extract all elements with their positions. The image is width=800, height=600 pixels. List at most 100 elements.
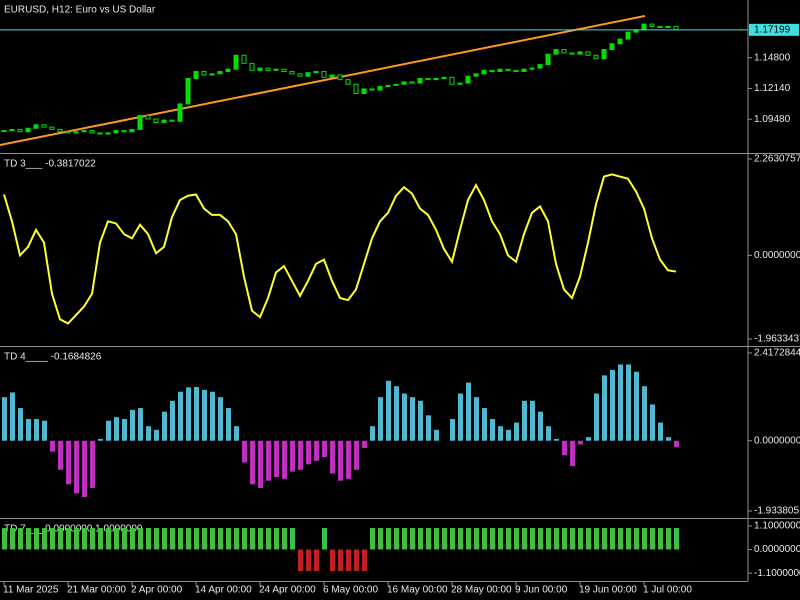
trend-line <box>0 14 646 147</box>
histogram-bar <box>346 440 351 479</box>
histogram-bar <box>242 440 247 463</box>
histogram-bar <box>658 422 663 441</box>
histogram-bar <box>354 549 359 571</box>
candle-body <box>569 52 575 55</box>
x-tick-label: 14 Apr 00:00 <box>195 585 252 596</box>
histogram-bar <box>106 420 111 441</box>
candle-body <box>81 130 87 133</box>
histogram-bar <box>338 549 343 571</box>
pane-title: TD 4____ -0.1684826 <box>4 352 102 363</box>
histogram-bar <box>218 397 223 441</box>
histogram-bar <box>210 391 215 441</box>
histogram-bar <box>426 415 431 441</box>
histogram-bar <box>18 408 23 441</box>
histogram-bar <box>18 528 23 550</box>
candle-body <box>73 131 79 134</box>
y-tick-label: 2.2630757 <box>754 154 800 165</box>
histogram-bar <box>122 418 127 441</box>
histogram-bar <box>34 418 39 441</box>
candle-body <box>113 130 119 134</box>
histogram-bar <box>306 549 311 571</box>
histogram-bar <box>378 528 383 550</box>
histogram-bar <box>314 440 319 461</box>
histogram-bar <box>514 528 519 550</box>
histogram-bar <box>354 440 359 470</box>
histogram-bar <box>2 397 7 441</box>
candle-body <box>193 71 199 79</box>
histogram-bar <box>594 393 599 441</box>
y-tick-label: 0.0000000 <box>754 435 800 446</box>
histogram-bar <box>314 549 319 571</box>
y-tick-label: -1.1000000 <box>754 568 800 579</box>
histogram-bar <box>194 528 199 550</box>
histogram-bar <box>130 528 135 550</box>
candle-body <box>121 130 127 133</box>
histogram-bar <box>490 528 495 550</box>
histogram-bar <box>10 392 15 441</box>
histogram-bar <box>370 528 375 550</box>
histogram-bar <box>74 528 79 550</box>
histogram-bar <box>138 528 143 550</box>
candle-body <box>105 132 111 135</box>
candle-body <box>241 54 247 64</box>
candle-body <box>49 126 55 130</box>
candle-body <box>401 81 407 85</box>
candle-body <box>33 124 39 129</box>
y-tick-label: 0.0000000 <box>754 544 800 555</box>
histogram-bar <box>362 549 367 571</box>
histogram-bar <box>66 528 71 550</box>
histogram-bar <box>322 440 327 458</box>
candle-body <box>289 71 295 75</box>
candle-body <box>625 31 631 40</box>
candle-body <box>369 88 375 91</box>
histogram-bar <box>306 440 311 465</box>
histogram-bar <box>218 528 223 550</box>
candle-body <box>361 88 367 95</box>
x-tick-label: 28 May 00:00 <box>451 585 512 596</box>
candle-body <box>465 75 471 84</box>
histogram-bar <box>410 397 415 441</box>
x-tick-label: 1 Jul 00:00 <box>643 585 692 596</box>
histogram-bar <box>658 528 663 550</box>
histogram-bar <box>290 528 295 550</box>
histogram-bar <box>250 440 255 485</box>
histogram-bar <box>442 528 447 550</box>
histogram-bar <box>266 440 271 481</box>
histogram-bar <box>530 528 535 550</box>
histogram-bar <box>618 528 623 550</box>
histogram-bar <box>194 386 199 441</box>
histogram-bar <box>210 528 215 550</box>
histogram-bar <box>418 400 423 441</box>
histogram-bar <box>506 528 511 550</box>
histogram-bar <box>402 393 407 441</box>
histogram-bar <box>522 400 527 441</box>
histogram-bar <box>418 528 423 550</box>
candle-body <box>57 128 63 133</box>
candle-body <box>97 132 103 135</box>
histogram-bar <box>330 440 335 474</box>
histogram-bar <box>650 528 655 550</box>
candle-body <box>313 71 319 74</box>
candle-body <box>321 71 327 78</box>
histogram-bar <box>410 528 415 550</box>
histogram-bar <box>234 528 239 550</box>
indicator-line <box>3 173 677 325</box>
histogram-bar <box>570 528 575 550</box>
candle-body <box>617 38 623 45</box>
histogram-bar <box>642 528 647 550</box>
candle-body <box>345 79 351 85</box>
candle-body <box>233 54 239 70</box>
histogram-bar <box>426 528 431 550</box>
histogram-bar <box>674 440 679 447</box>
histogram-bar <box>522 528 527 550</box>
x-tick-label: 6 May 00:00 <box>323 585 378 596</box>
histogram-bar <box>258 528 263 550</box>
histogram-bar <box>482 408 487 441</box>
histogram-bar <box>234 426 239 441</box>
histogram-bar <box>634 528 639 550</box>
histogram-bar <box>58 440 63 470</box>
candle-body <box>409 81 415 84</box>
histogram-bar <box>42 528 47 550</box>
histogram-bar <box>362 440 367 449</box>
candle-body <box>209 73 215 76</box>
